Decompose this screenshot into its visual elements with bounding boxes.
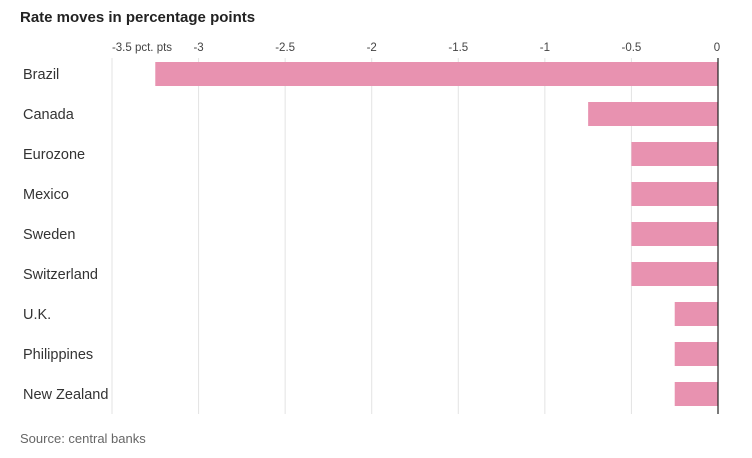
bar-switzerland <box>631 262 718 286</box>
bar-brazil <box>155 62 719 86</box>
x-tick-label: -2.5 <box>275 42 295 54</box>
category-label: Sweden <box>23 227 75 243</box>
bar-new-zealand <box>674 382 718 406</box>
category-label: U.K. <box>23 307 51 323</box>
bar-canada <box>588 102 718 126</box>
x-tick-label: -2 <box>367 42 377 54</box>
category-label: Mexico <box>23 187 69 203</box>
bar-mexico <box>631 182 718 206</box>
x-tick-label: 0 <box>714 42 720 54</box>
bar-u-k <box>674 302 718 326</box>
x-tick-label: -3.5 pct. pts <box>112 42 172 54</box>
category-label: Eurozone <box>23 147 85 163</box>
bar-philippines <box>674 342 718 366</box>
bar-eurozone <box>631 142 718 166</box>
x-tick-label: -1 <box>540 42 550 54</box>
category-label: Brazil <box>23 67 59 83</box>
chart-title: Rate moves in percentage points <box>20 9 256 26</box>
source-note: Source: central banks <box>20 431 146 446</box>
category-label: Philippines <box>23 347 93 363</box>
category-label: Switzerland <box>23 267 98 283</box>
x-tick-label: -1.5 <box>448 42 468 54</box>
x-tick-label: -0.5 <box>622 42 642 54</box>
x-tick-label: -3 <box>193 42 203 54</box>
category-label: New Zealand <box>23 387 108 403</box>
category-label: Canada <box>23 107 75 123</box>
bar-sweden <box>631 222 718 246</box>
